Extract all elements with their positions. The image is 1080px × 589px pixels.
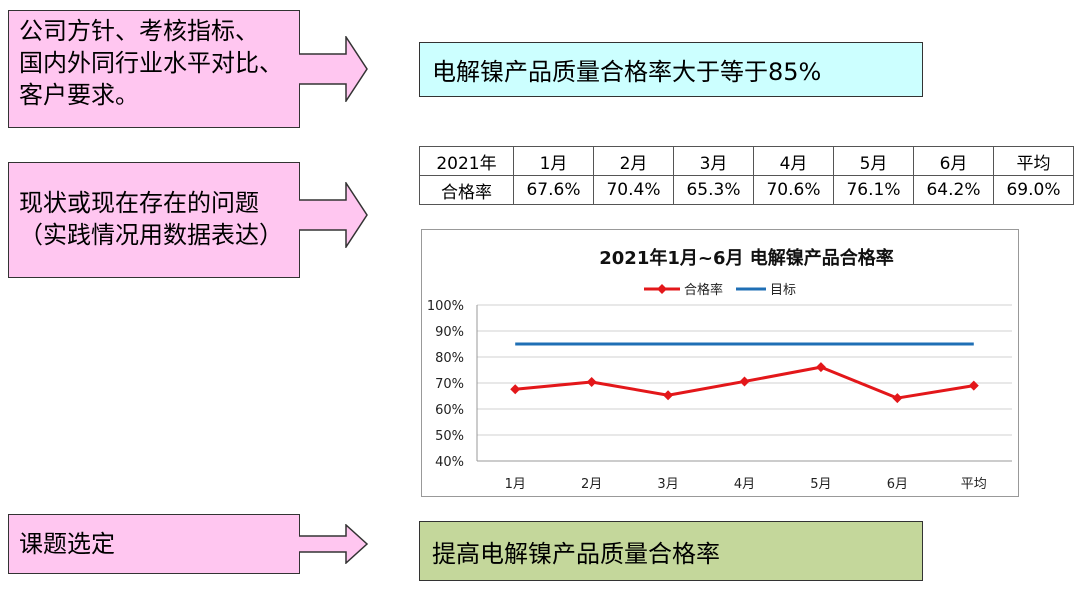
chart-svg: 2021年1月~6月 电解镍产品合格率 40% 50% 60% 70% 80% 90% 100… (427, 247, 1012, 492)
y-tick-label: 40% (435, 455, 464, 470)
box-line: 公司方针、考核指标、 (19, 17, 259, 45)
table-row: 合格率 67.6% 70.4% 65.3% 70.6% 76.1% 64.2% … (419, 175, 1074, 205)
box-line: （实践情况用数据表达） (19, 221, 283, 249)
requirements-box: 公司方针、考核指标、 国内外同行业水平对比、 客户要求。 (8, 10, 300, 128)
y-tick-label: 50% (435, 429, 464, 444)
data-point (739, 376, 750, 387)
y-tick-label: 80% (435, 351, 464, 366)
y-tick-label: 100% (427, 299, 464, 314)
table-cell: 2021年 (419, 146, 514, 176)
x-tick-label: 3月 (657, 477, 678, 492)
y-tick-label: 70% (435, 377, 464, 392)
table-cell: 6月 (913, 146, 994, 176)
data-point (586, 376, 597, 387)
arrow-icon (299, 524, 369, 564)
x-tick-label: 平均 (961, 477, 987, 492)
arrow-icon (299, 182, 368, 248)
data-point (892, 393, 903, 404)
topic-box: 提高电解镍产品质量合格率 (419, 521, 923, 581)
topic-text: 提高电解镍产品质量合格率 (432, 539, 720, 568)
table-cell: 平均 (993, 146, 1074, 176)
current-problem-box: 现状或现在存在的问题 （实践情况用数据表达） (8, 162, 300, 278)
x-tick-label: 6月 (887, 477, 908, 492)
table-cell: 67.6% (513, 175, 594, 205)
y-tick-label: 60% (435, 403, 464, 418)
target-text: 电解镍产品质量合格率大于等于85% (432, 58, 822, 86)
y-tick-label: 90% (435, 325, 464, 340)
table-cell: 4月 (753, 146, 834, 176)
box-line: 课题选定 (19, 530, 115, 558)
legend-label: 合格率 (684, 282, 723, 298)
table-cell: 76.1% (833, 175, 914, 205)
pass-rate-table: 2021年 1月 2月 3月 4月 5月 6月 平均 合格率 67.6% 70.… (419, 146, 1074, 205)
table-cell: 65.3% (673, 175, 754, 205)
box-line: 客户要求。 (19, 81, 139, 109)
data-point (510, 384, 521, 395)
x-tick-label: 1月 (505, 477, 526, 492)
table-cell: 2月 (593, 146, 674, 176)
arrow-icon (299, 36, 368, 102)
legend-marker (657, 284, 667, 294)
table-cell: 70.6% (753, 175, 834, 205)
line-chart: 2021年1月~6月 电解镍产品合格率 40% 50% 60% 70% 80% 90% 100… (421, 229, 1019, 497)
table-cell: 69.0% (993, 175, 1074, 205)
legend-label: 目标 (770, 283, 796, 298)
table-cell: 5月 (833, 146, 914, 176)
x-tick-label: 4月 (734, 477, 755, 492)
table-cell: 1月 (513, 146, 594, 176)
table-header-row: 2021年 1月 2月 3月 4月 5月 6月 平均 (419, 146, 1074, 176)
data-point (815, 362, 826, 373)
table-cell: 64.2% (913, 175, 994, 205)
box-line: 国内外同行业水平对比、 (19, 49, 283, 77)
table-cell: 70.4% (593, 175, 674, 205)
data-point (968, 380, 979, 391)
target-box: 电解镍产品质量合格率大于等于85% (419, 42, 923, 97)
chart-title: 2021年1月~6月 电解镍产品合格率 (599, 247, 894, 269)
x-tick-label: 5月 (810, 477, 831, 492)
table-cell: 3月 (673, 146, 754, 176)
table-cell: 合格率 (419, 175, 514, 205)
box-line: 现状或现在存在的问题 (19, 189, 259, 217)
x-tick-label: 2月 (581, 477, 602, 492)
data-point (663, 390, 674, 401)
topic-selection-box: 课题选定 (8, 514, 300, 574)
